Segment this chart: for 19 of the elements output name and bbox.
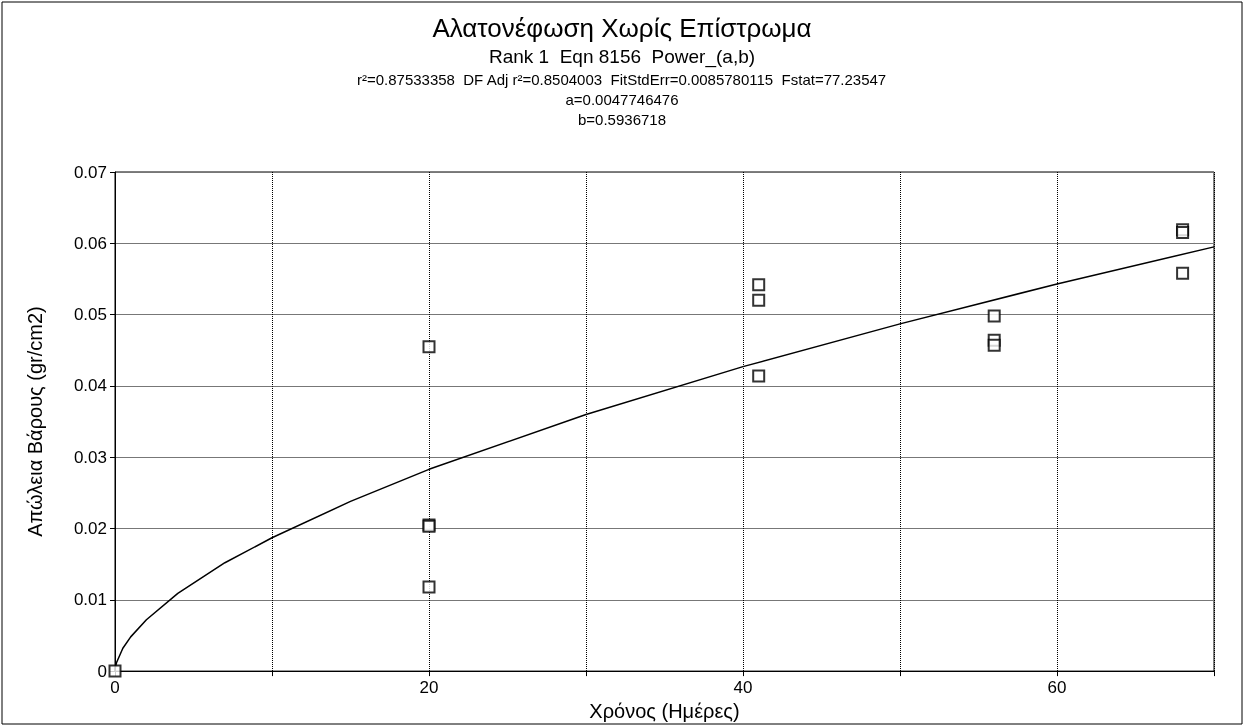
y-axis-title: Απώλεια Βάρους (gr/cm2) [24,306,46,537]
x-tick-label: 0 [110,678,120,698]
y-tick-label: 0.06 [73,233,107,253]
chart-title: Αλατονέφωση Χωρίς Επίστρωμα [432,13,812,43]
text: r²=0.87533358 DF Adj r²=0.8504003 FitStdErr=0.0085780115 Fstat=77.23547 [356,71,887,88]
y-tick-label: 0.01 [73,590,107,610]
y-tick-label: 0.07 [73,162,107,182]
x-tick-label: 20 [419,678,439,698]
x-axis-title: Χρόνος (Ημέρες) [589,700,740,722]
y-tick-label: 0.02 [73,519,107,538]
chart-subtitle: Rank 1 Eqn 8156 Power_(a,b) [488,46,756,68]
y-tick-label: 0 [97,661,107,681]
text: a=0.0047746476 [565,91,679,108]
x-tick-label: 60 [1047,678,1067,698]
text: b=0.5936718 [578,111,667,128]
y-tick-label: 0.05 [73,305,107,325]
y-tick-label: 0.04 [73,376,107,396]
x-tick-label: 40 [733,678,753,698]
y-tick-label: 0.03 [73,447,107,467]
